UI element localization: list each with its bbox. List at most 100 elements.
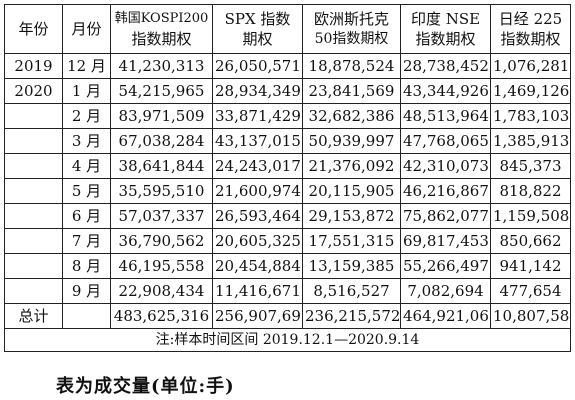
volume-cell: 41,230,313 (110, 53, 213, 79)
table-row: 9 月 22,908,434 11,416,671 8,516,527 7,082,69… (4, 278, 571, 304)
volume-cell: 1,469,126 (490, 78, 571, 104)
volume-cell: 8,516,527 (302, 278, 401, 304)
volume-cell: 23,841,569 (302, 78, 401, 104)
volume-cell: 26,593,464 (212, 203, 303, 229)
volume-cell: 1,783,103 (490, 103, 571, 129)
volume-cell: 69,817,453 (400, 228, 491, 254)
month-cell: 7 月 (62, 228, 111, 254)
volume-cell: 7,082,694 (400, 278, 491, 304)
header-nse: 印度 NSE 指数期权 (400, 4, 491, 54)
volume-cell: 75,862,077 (400, 203, 491, 229)
options-volume-table: 年份 月份 韩国KOSPI200 指数期权 SPX 指数 期权 欧洲斯托克 50… (4, 4, 571, 352)
year-cell (4, 103, 63, 129)
table-row: 2 月 83,971,509 33,871,429 32,682,386 48,513,… (4, 103, 571, 129)
year-cell (4, 203, 63, 229)
table-row: 3 月 67,038,284 43,137,015 50,939,997 47,768,… (4, 128, 571, 154)
header-spx: SPX 指数 期权 (212, 4, 303, 54)
table-row: 2019 12 月 41,230,313 26,050,571 18,878,524 28… (4, 53, 571, 79)
volume-cell: 941,142 (490, 253, 571, 279)
header-month: 月份 (62, 4, 111, 54)
volume-cell: 55,266,497 (400, 253, 491, 279)
volume-table-container: 年份 月份 韩国KOSPI200 指数期权 SPX 指数 期权 欧洲斯托克 50… (4, 4, 571, 352)
volume-cell: 42,310,073 (400, 153, 491, 179)
month-cell: 4 月 (62, 153, 111, 179)
volume-cell: 43,344,926 (400, 78, 491, 104)
table-caption: 表为成交量(单位:手) (56, 376, 235, 397)
month-cell: 2 月 (62, 103, 111, 129)
header-year: 年份 (4, 4, 63, 54)
table-total-section: 总计 483,625,316 256,907,699 236,215,572 4… (4, 303, 571, 329)
total-month-cell (62, 303, 111, 329)
volume-cell: 38,641,844 (110, 153, 213, 179)
month-cell: 12 月 (62, 53, 111, 79)
table-body: 2019 12 月 41,230,313 26,050,571 18,878,524 28… (4, 53, 571, 304)
volume-cell: 50,939,997 (302, 128, 401, 154)
volume-cell: 850,662 (490, 228, 571, 254)
month-cell: 3 月 (62, 128, 111, 154)
volume-cell: 32,682,386 (302, 103, 401, 129)
volume-cell: 28,934,349 (212, 78, 303, 104)
year-cell (4, 228, 63, 254)
table-row: 7 月 36,790,562 20,605,325 17,551,315 69,817,… (4, 228, 571, 254)
volume-cell: 24,243,017 (212, 153, 303, 179)
month-cell: 5 月 (62, 178, 111, 204)
volume-cell: 43,137,015 (212, 128, 303, 154)
volume-cell: 67,038,284 (110, 128, 213, 154)
volume-cell: 57,037,337 (110, 203, 213, 229)
volume-cell: 47,768,065 (400, 128, 491, 154)
volume-cell: 1,159,508 (490, 203, 571, 229)
volume-cell: 20,454,884 (212, 253, 303, 279)
volume-cell: 36,790,562 (110, 228, 213, 254)
volume-cell: 35,595,510 (110, 178, 213, 204)
year-cell: 2020 (4, 78, 63, 104)
total-value: 256,907,699 (212, 303, 303, 329)
year-cell (4, 253, 63, 279)
year-cell (4, 153, 63, 179)
month-cell: 1 月 (62, 78, 111, 104)
volume-cell: 20,115,905 (302, 178, 401, 204)
total-value: 464,921,068 (400, 303, 491, 329)
volume-cell: 29,153,872 (302, 203, 401, 229)
note-row: 注:样本时间区间 2019.12.1—2020.9.14 (4, 328, 571, 352)
table-row: 5 月 35,595,510 21,600,974 20,115,905 46,216,… (4, 178, 571, 204)
month-cell: 6 月 (62, 203, 111, 229)
volume-cell: 13,159,385 (302, 253, 401, 279)
total-value: 236,215,572 (302, 303, 401, 329)
volume-cell: 18,878,524 (302, 53, 401, 79)
table-row: 4 月 38,641,844 24,243,017 21,376,092 42,310,… (4, 153, 571, 179)
total-value: 10,807,584 (490, 303, 571, 329)
table-row: 2020 1 月 54,215,965 28,934,349 23,841,569 43,… (4, 78, 571, 104)
volume-cell: 83,971,509 (110, 103, 213, 129)
volume-cell: 1,385,913 (490, 128, 571, 154)
total-value: 483,625,316 (110, 303, 213, 329)
header-nikkei225: 日经 225 指数期权 (490, 4, 571, 54)
year-cell (4, 278, 63, 304)
volume-cell: 22,908,434 (110, 278, 213, 304)
volume-cell: 33,871,429 (212, 103, 303, 129)
volume-cell: 54,215,965 (110, 78, 213, 104)
month-cell: 9 月 (62, 278, 111, 304)
volume-cell: 46,195,558 (110, 253, 213, 279)
year-cell (4, 178, 63, 204)
volume-cell: 845,373 (490, 153, 571, 179)
header-eurostoxx50: 欧洲斯托克 50指数期权 (302, 4, 401, 54)
volume-cell: 11,416,671 (212, 278, 303, 304)
header-kospi200: 韩国KOSPI200 指数期权 (110, 4, 213, 54)
volume-cell: 818,822 (490, 178, 571, 204)
volume-cell: 17,551,315 (302, 228, 401, 254)
volume-cell: 21,376,092 (302, 153, 401, 179)
table-row: 8 月 46,195,558 20,454,884 13,159,385 55,266,… (4, 253, 571, 279)
volume-cell: 48,513,964 (400, 103, 491, 129)
volume-cell: 26,050,571 (212, 53, 303, 79)
year-cell (4, 128, 63, 154)
volume-cell: 46,216,867 (400, 178, 491, 204)
sample-period-note: 注:样本时间区间 2019.12.1—2020.9.14 (4, 328, 571, 352)
volume-cell: 21,600,974 (212, 178, 303, 204)
month-cell: 8 月 (62, 253, 111, 279)
total-row: 总计 483,625,316 256,907,699 236,215,572 4… (4, 303, 571, 329)
volume-cell: 20,605,325 (212, 228, 303, 254)
year-cell: 2019 (4, 53, 63, 79)
volume-cell: 477,654 (490, 278, 571, 304)
header-row: 年份 月份 韩国KOSPI200 指数期权 SPX 指数 期权 欧洲斯托克 50… (4, 4, 571, 54)
total-label: 总计 (4, 303, 63, 329)
